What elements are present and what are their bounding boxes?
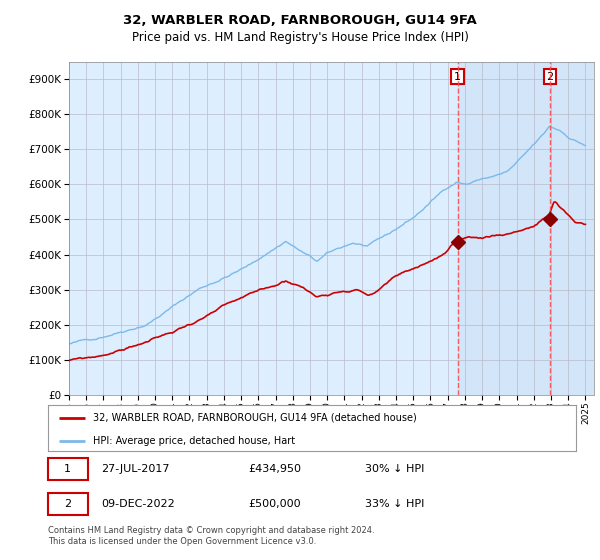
FancyBboxPatch shape xyxy=(48,493,88,515)
Text: Contains HM Land Registry data © Crown copyright and database right 2024.
This d: Contains HM Land Registry data © Crown c… xyxy=(48,526,374,546)
Text: 30% ↓ HPI: 30% ↓ HPI xyxy=(365,464,424,474)
Text: 33% ↓ HPI: 33% ↓ HPI xyxy=(365,499,424,509)
Text: 32, WARBLER ROAD, FARNBOROUGH, GU14 9FA (detached house): 32, WARBLER ROAD, FARNBOROUGH, GU14 9FA … xyxy=(93,413,416,423)
Text: £500,000: £500,000 xyxy=(248,499,301,509)
Text: £434,950: £434,950 xyxy=(248,464,302,474)
Bar xyxy=(458,62,594,395)
Text: 1: 1 xyxy=(454,72,461,82)
Text: Price paid vs. HM Land Registry's House Price Index (HPI): Price paid vs. HM Land Registry's House … xyxy=(131,31,469,44)
Text: 2: 2 xyxy=(64,499,71,509)
Text: 27-JUL-2017: 27-JUL-2017 xyxy=(101,464,169,474)
Text: 32, WARBLER ROAD, FARNBOROUGH, GU14 9FA: 32, WARBLER ROAD, FARNBOROUGH, GU14 9FA xyxy=(123,14,477,27)
Text: 1: 1 xyxy=(64,464,71,474)
Text: HPI: Average price, detached house, Hart: HPI: Average price, detached house, Hart xyxy=(93,436,295,446)
Text: 09-DEC-2022: 09-DEC-2022 xyxy=(101,499,175,509)
Text: 2: 2 xyxy=(547,72,553,82)
FancyBboxPatch shape xyxy=(48,458,88,480)
